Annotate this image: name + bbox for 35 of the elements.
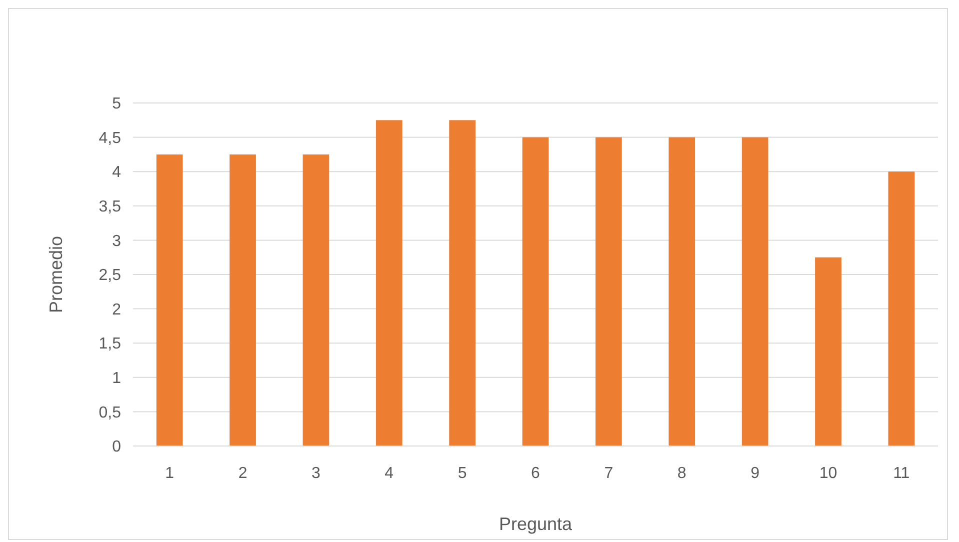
x-tick-label: 5	[458, 465, 467, 482]
bar	[302, 154, 330, 446]
bar	[156, 154, 183, 446]
y-tick-label: 4,5	[98, 130, 122, 147]
bar	[888, 172, 915, 446]
y-tick-label: 2,5	[98, 267, 122, 284]
x-tick-label: 8	[677, 465, 686, 482]
x-tick-label: 3	[312, 465, 320, 482]
x-tick-label: 2	[238, 465, 248, 482]
bar	[230, 154, 256, 446]
x-axis-title: Pregunta	[498, 514, 574, 534]
x-tick-label: 10	[819, 465, 838, 482]
y-tick-label: 3	[112, 232, 122, 250]
y-tick-label: 2	[112, 301, 122, 318]
x-tick-label: 9	[750, 465, 760, 482]
y-tick-label: 1	[112, 370, 122, 387]
y-tick-label: 0	[112, 438, 122, 456]
bar	[742, 137, 768, 446]
bar	[376, 120, 402, 446]
y-tick-label: 1,5	[98, 336, 122, 353]
bar	[596, 137, 622, 446]
y-tick-label: 5	[112, 96, 122, 113]
y-tick-label: 4	[112, 164, 122, 182]
bar	[522, 137, 549, 446]
y-tick-label: 3,5	[98, 198, 122, 216]
bar	[815, 257, 842, 446]
x-tick-label: 1	[165, 465, 174, 482]
x-tick-label: 4	[384, 465, 394, 482]
x-tick-label: 6	[531, 465, 540, 482]
y-axis-title: Promedio	[46, 236, 66, 314]
y-tick-label: 0,5	[98, 404, 122, 422]
bar	[449, 120, 476, 446]
x-tick-label: 11	[893, 465, 910, 482]
bar	[668, 137, 696, 446]
x-tick-label: 7	[604, 465, 614, 482]
